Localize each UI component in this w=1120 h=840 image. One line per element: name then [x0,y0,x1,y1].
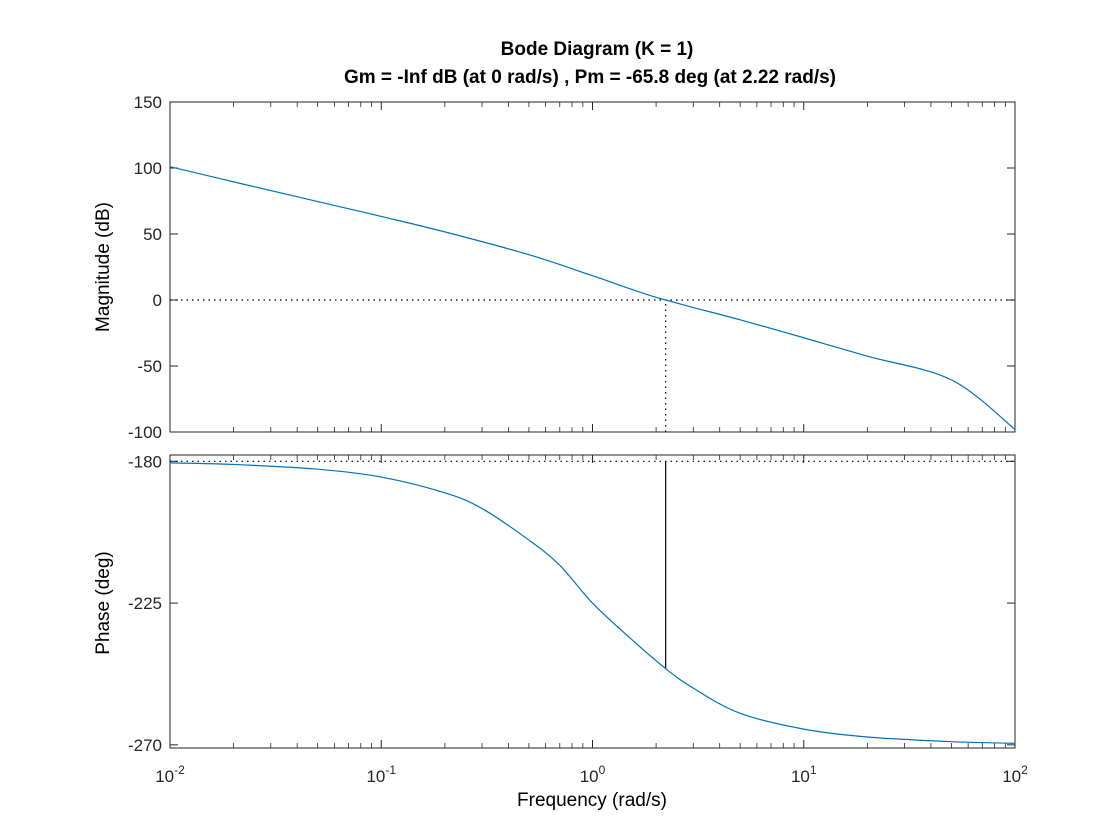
xtick-exponent: 0 [599,763,606,777]
frequency-xlabel: Frequency (rad/s) [517,790,667,811]
magnitude-ylabel: Magnitude (dB) [93,202,114,332]
xtick-exponent: 2 [1021,763,1028,777]
xtick-exponent: 1 [810,763,817,777]
frequency-xtick-label: 101 [791,763,817,786]
magnitude-series-line [169,166,1016,430]
chart-title: Bode Diagram (K = 1) [501,39,694,60]
phase-panel: Phase (deg) -270 -225 -180 [93,452,1016,755]
frequency-xtick-label: 102 [1002,763,1028,786]
phase-ytick-label: -225 [128,594,162,613]
magnitude-ytick-label: -50 [137,357,162,376]
xtick-base: 10 [791,767,810,786]
phase-ytick-label: -270 [128,736,162,755]
magnitude-ytick-label: 150 [134,93,162,112]
xtick-exponent: -2 [174,763,185,777]
frequency-xtick-label: 100 [580,763,606,786]
frequency-axis: Frequency (rad/s) 10-2 10-1 100 101 102 [155,763,1028,811]
frequency-xtick-label: 10-1 [366,763,396,786]
xtick-base: 10 [155,767,174,786]
magnitude-ytick-label: -100 [128,423,162,442]
phase-ylabel: Phase (deg) [93,551,114,655]
frequency-xtick-label: 10-2 [155,763,185,786]
xtick-base: 10 [1002,767,1021,786]
magnitude-ytick-label: 100 [134,159,162,178]
xtick-exponent: -1 [385,763,396,777]
phase-axes-box [169,454,1016,749]
magnitude-axes-box [169,101,1016,433]
xtick-base: 10 [366,767,385,786]
phase-series-line [169,462,1016,744]
chart-subtitle: Gm = -Inf dB (at 0 rad/s) , Pm = -65.8 d… [344,67,836,88]
magnitude-ytick-label: 0 [153,291,162,310]
xtick-base: 10 [580,767,599,786]
phase-ytick-label: -180 [128,452,162,471]
magnitude-ytick-label: 50 [143,225,162,244]
magnitude-panel: Magnitude (dB) -100 -50 0 50 100 150 [93,93,1016,442]
